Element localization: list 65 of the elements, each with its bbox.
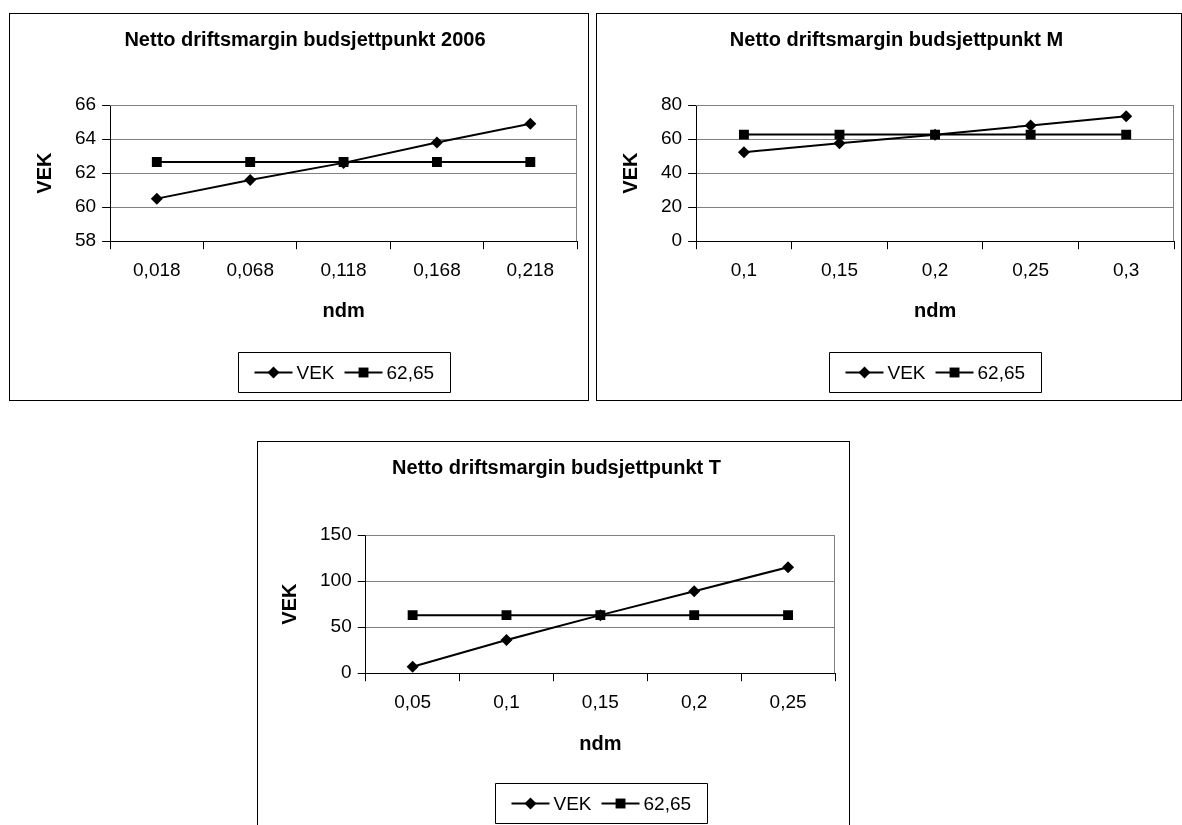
x-tick-label: 0,1 [730,258,758,280]
legend-label: 62,65 [386,361,435,383]
point [1025,129,1036,140]
x-tick-label: 0,2 [681,690,708,712]
y-tick-label: 58 [74,229,97,251]
legend-label: VEK [296,361,335,383]
point [689,610,700,621]
y-tick-label: 0 [671,229,683,251]
y-tick-label: 62 [74,161,97,183]
x-tick-label: 0,05 [394,690,432,712]
y-tick-label: 60 [74,195,97,217]
point [525,157,536,167]
y-tick-label: 66 [74,93,97,115]
x-axis-title: ndm [322,298,365,321]
y-axis-title: VEK [277,582,300,625]
legend-label: 62,65 [977,361,1026,383]
point [431,157,442,167]
point [500,634,513,647]
legend-label: VEK [553,792,592,814]
point [501,610,512,621]
x-tick-label: 0,25 [1012,258,1050,280]
x-axis-title: ndm [913,298,957,321]
x-tick-label: 0,1 [493,690,520,712]
x-tick-label: 0,15 [581,690,619,712]
x-tick-label: 0,218 [506,258,555,280]
chart-title: Netto driftsmargin budsjettpunkt T [392,455,721,478]
point [738,129,749,140]
x-tick-label: 0,018 [133,258,181,280]
x-tick-label: 0,168 [413,258,461,280]
x-tick-label: 0,118 [320,258,367,280]
point [407,610,418,621]
point [782,561,795,574]
point [1120,110,1133,123]
y-axis-title: VEK [32,151,55,194]
point [151,157,162,167]
legend-label: 62,65 [643,792,692,814]
x-tick-label: 0,3 [1113,258,1140,280]
y-tick-label: 40 [660,161,683,183]
point [737,146,750,159]
point [244,173,257,186]
y-tick-label: 60 [660,127,683,149]
y-tick-label: 100 [320,569,352,591]
legend-label: VEK [887,361,926,383]
y-tick-label: 0 [341,661,352,683]
point [406,660,419,673]
point [245,157,256,167]
point [783,610,794,621]
chart-title: Netto driftsmargin budsjettpunkt 2006 [124,27,486,50]
x-axis-title: ndm [579,731,622,754]
x-tick-label: 0,2 [921,258,949,280]
y-tick-label: 150 [320,523,352,545]
chart-title: Netto driftsmargin budsjettpunkt M [729,27,1064,50]
point [1121,129,1132,140]
y-tick-label: 50 [330,615,352,637]
x-tick-label: 0,15 [821,258,858,280]
point [430,136,443,149]
point [688,585,701,598]
x-tick-label: 0,25 [769,690,807,712]
y-tick-label: 20 [660,195,683,217]
y-tick-label: 64 [74,127,97,149]
y-tick-label: 80 [660,93,683,115]
point [524,117,537,130]
y-axis-title: VEK [618,151,641,194]
point [150,192,163,205]
x-tick-label: 0,068 [226,258,274,280]
